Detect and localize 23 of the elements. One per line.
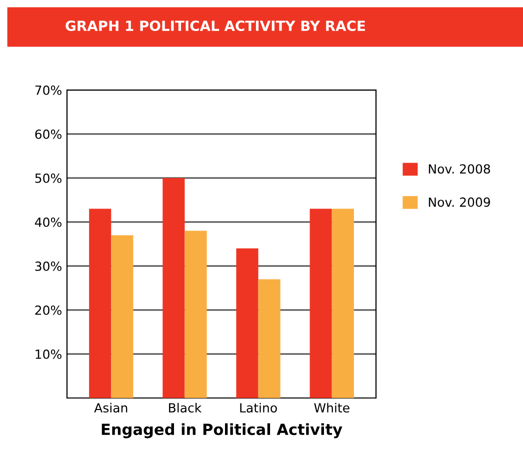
bar <box>310 208 332 398</box>
bar <box>162 178 185 398</box>
bar <box>111 235 134 398</box>
bar <box>184 230 207 398</box>
x-axis-title: Engaged in Political Activity <box>102 423 342 438</box>
bar <box>236 248 258 398</box>
x-tick-label: White <box>314 402 350 413</box>
x-tick-label: Latino <box>240 402 277 413</box>
y-tick-label: 70% <box>35 85 62 95</box>
y-tick-label: 30% <box>35 261 62 271</box>
y-tick-label: 20% <box>35 305 62 315</box>
bar <box>332 208 354 398</box>
y-tick-label: 40% <box>34 217 62 227</box>
y-tick-label: 50% <box>35 173 62 183</box>
x-tick-label: Black <box>169 402 202 413</box>
y-tick-label: 60% <box>35 129 62 139</box>
chart-title: GRAPH 1 POLITICAL ACTIVITY BY RACE <box>66 20 365 32</box>
legend-label: Nov. 2009 <box>428 197 490 207</box>
bar <box>258 279 280 398</box>
y-tick-label: 10% <box>36 349 62 359</box>
bar <box>89 208 112 398</box>
legend-label: Nov. 2008 <box>428 164 490 174</box>
x-tick-label: Asian <box>94 402 128 413</box>
